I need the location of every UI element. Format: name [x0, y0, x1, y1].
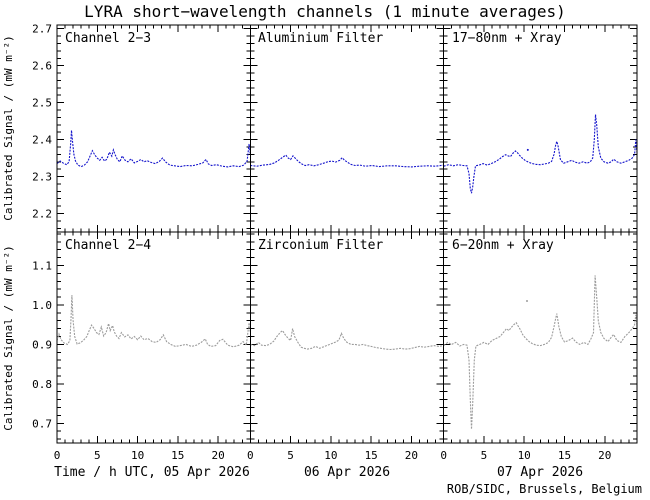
panel-label-aluminium-filter: Aluminium Filter	[258, 31, 383, 46]
x-axis-title-day1: Time / h UTC, 05 Apr 2026	[54, 465, 250, 480]
y-tick-label: 1.1	[32, 260, 52, 273]
series-outlier-dot	[526, 148, 529, 151]
y-tick-label: 2.6	[32, 60, 52, 73]
plot-border	[56, 24, 638, 444]
x-axis-title-day2: 06 Apr 2026	[304, 465, 390, 480]
y-tick-label: 2.7	[32, 23, 52, 36]
x-tick-label: 0	[440, 449, 447, 462]
x-tick-label: 5	[287, 449, 294, 462]
series-line-top-panel-3	[443, 114, 638, 194]
y-tick-label: 1.0	[32, 299, 52, 312]
y-axis-title-bottom: Calibrated Signal / (mW m⁻²)	[2, 245, 15, 430]
plot-layer: 2.2 2.3 2.4 2.5 2.6 2.7 0.7 0.8 0.9 1.0 1.1 0 5 10 15 2…	[32, 23, 638, 462]
x-tick-label: 0	[247, 449, 254, 462]
y-tick-label: 2.4	[32, 134, 52, 147]
series-outlier-dot	[526, 300, 528, 302]
panel-label-6-20nm-xray: 6−20nm + Xray	[452, 238, 554, 253]
x-tick-label: 10	[518, 449, 531, 462]
x-tick-label: 20	[405, 449, 418, 462]
credit-line: ROB/SIDC, Brussels, Belgium	[447, 482, 642, 496]
x-tick-label: 0	[54, 449, 61, 462]
x-axis-title-day3: 07 Apr 2026	[497, 465, 583, 480]
x-tick-label: 10	[324, 449, 337, 462]
y-tick-label: 0.8	[32, 378, 52, 391]
panel-label-17-80nm-xray: 17−80nm + Xray	[452, 31, 562, 46]
chart-title: LYRA short−wavelength channels (1 minute…	[84, 2, 566, 21]
x-tick-label: 5	[481, 449, 488, 462]
series-line-top-panel-2	[250, 154, 444, 168]
y-tick-label: 0.7	[32, 417, 52, 430]
y-tick-label: 2.2	[32, 208, 52, 221]
series-line-bottom-panel-2	[250, 328, 444, 351]
y-tick-label: 2.3	[32, 171, 52, 184]
panel-label-zirconium-filter: Zirconium Filter	[258, 238, 383, 253]
x-tick-label: 15	[365, 449, 378, 462]
y-axis-title-top: Calibrated Signal / (mW m⁻²)	[2, 35, 15, 220]
series-line-bottom-panel-1	[56, 295, 251, 348]
series-line-top-panel-1	[56, 130, 251, 168]
x-tick-label: 20	[211, 449, 224, 462]
panel-label-channel-2-3: Channel 2−3	[65, 31, 151, 46]
y-tick-label: 0.9	[32, 338, 52, 351]
x-tick-label: 15	[171, 449, 184, 462]
y-tick-label: 2.5	[32, 97, 52, 110]
x-tick-label: 20	[598, 449, 611, 462]
series-line-bottom-panel-3	[443, 275, 638, 430]
x-tick-label: 5	[94, 449, 101, 462]
x-tick-label: 10	[131, 449, 144, 462]
panel-label-channel-2-4: Channel 2−4	[65, 238, 151, 253]
x-tick-label: 15	[558, 449, 571, 462]
